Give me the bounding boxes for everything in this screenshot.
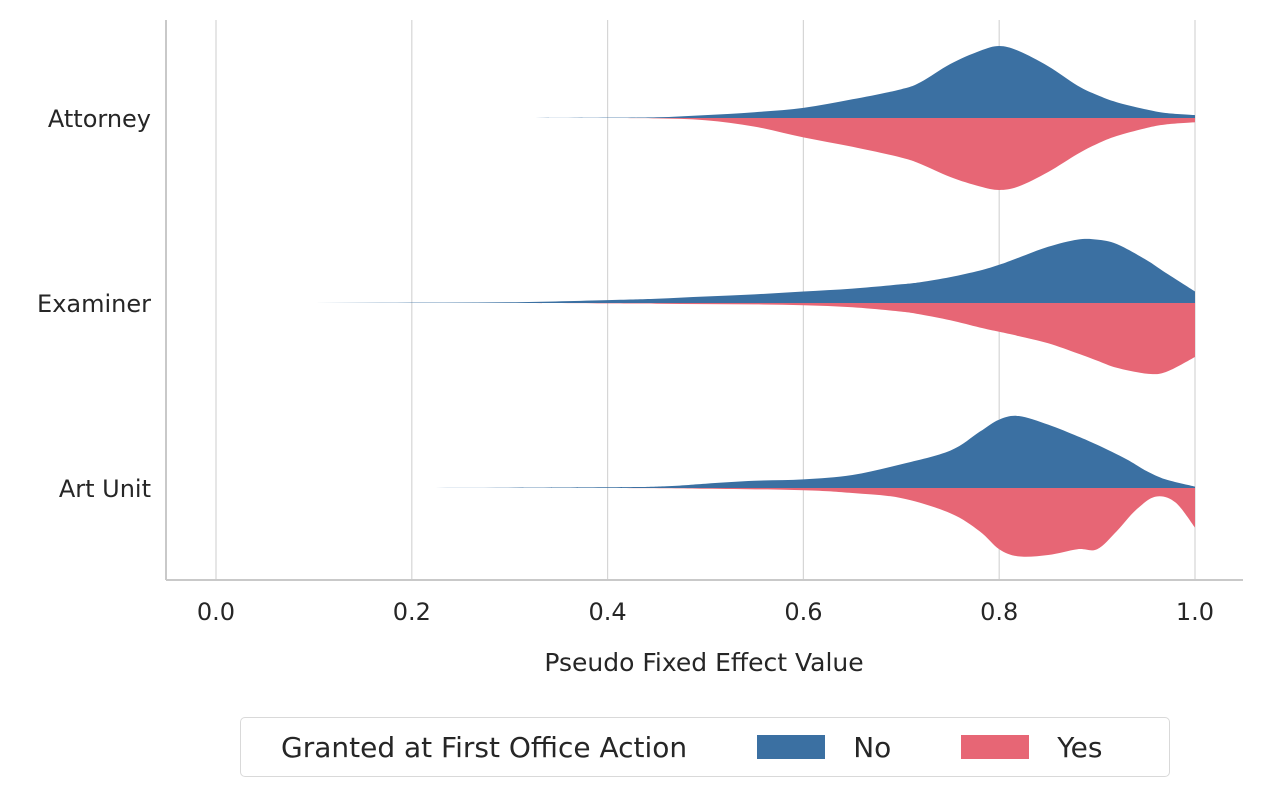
x-tick-label: 0.8 — [980, 598, 1018, 626]
violin-plots — [216, 46, 1195, 557]
x-tick-label: 0.6 — [784, 598, 822, 626]
y-tick-label: Examiner — [37, 290, 151, 318]
x-tick-label: 0.4 — [589, 598, 627, 626]
violin-attorney-no — [216, 46, 1195, 119]
axes — [165, 20, 1243, 581]
y-tick-label: Attorney — [48, 105, 151, 133]
violin-attorney-yes — [216, 117, 1195, 190]
violin-art-unit-yes — [216, 487, 1195, 557]
x-axis-label: Pseudo Fixed Effect Value — [544, 648, 863, 677]
legend-label-yes: Yes — [1057, 730, 1103, 764]
legend-swatch-yes — [961, 735, 1030, 759]
legend-label-no: No — [853, 730, 892, 764]
violin-examiner-yes — [216, 302, 1195, 375]
y-tick-label: Art Unit — [59, 475, 151, 503]
legend: Granted at First Office Action No Yes — [240, 717, 1170, 777]
x-tick-label: 1.0 — [1176, 598, 1214, 626]
y-tick-labels: Attorney Examiner Art Unit — [37, 105, 151, 503]
violin-examiner-no — [216, 238, 1195, 304]
legend-title: Granted at First Office Action — [281, 730, 688, 764]
x-tick-label: 0.2 — [393, 598, 431, 626]
violin-art-unit-no — [216, 415, 1195, 489]
legend-swatch-no — [757, 735, 826, 759]
x-tick-labels: 0.0 0.2 0.4 0.6 0.8 1.0 — [197, 598, 1214, 626]
legend-item-yes: Yes — [961, 731, 1102, 764]
x-tick-label: 0.0 — [197, 598, 235, 626]
legend-item-no: No — [757, 731, 891, 764]
